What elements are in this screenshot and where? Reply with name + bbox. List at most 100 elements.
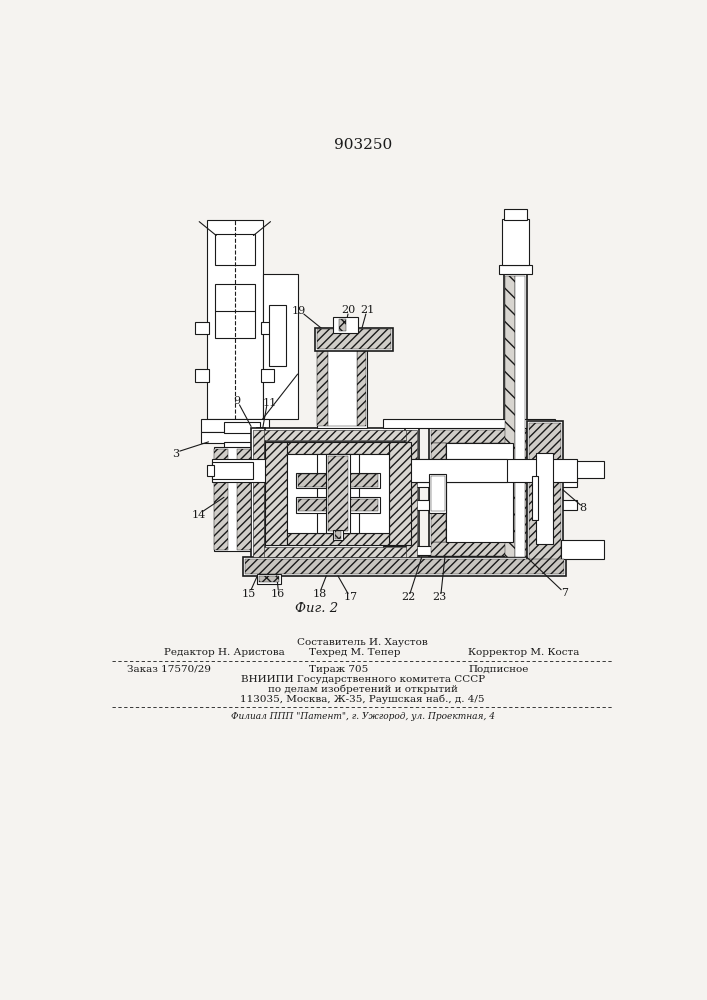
Bar	[265, 442, 287, 545]
Text: Тираж 705: Тираж 705	[309, 665, 368, 674]
Bar	[257, 574, 281, 584]
Bar	[513, 443, 527, 542]
Text: 7: 7	[561, 588, 568, 598]
Bar	[429, 474, 446, 513]
Text: Фиг. 2: Фиг. 2	[296, 602, 339, 615]
Bar	[532, 476, 538, 520]
Bar	[406, 430, 417, 557]
Text: 3: 3	[173, 449, 180, 459]
Bar	[431, 430, 527, 443]
Bar	[429, 428, 529, 557]
Bar	[502, 219, 529, 265]
Bar	[431, 476, 445, 511]
Bar	[263, 274, 298, 419]
Text: 11: 11	[262, 398, 277, 408]
Bar	[506, 276, 515, 557]
Text: 903250: 903250	[334, 138, 392, 152]
Text: Редактор Н. Аристова: Редактор Н. Аристова	[163, 648, 284, 657]
Text: 22: 22	[402, 592, 416, 602]
Bar	[287, 454, 389, 533]
Bar	[317, 336, 368, 428]
Bar	[317, 337, 328, 426]
Bar	[446, 443, 513, 542]
Bar	[261, 322, 274, 334]
Bar	[265, 442, 404, 545]
Bar	[259, 547, 411, 557]
Text: Составитель И. Хаустов: Составитель И. Хаустов	[298, 638, 428, 647]
Bar	[259, 430, 411, 440]
Bar	[287, 533, 389, 545]
Bar	[214, 449, 228, 550]
Bar	[431, 542, 527, 556]
Bar	[267, 432, 281, 451]
Bar	[268, 433, 279, 447]
Bar	[339, 319, 346, 331]
Bar	[212, 462, 252, 479]
Bar	[333, 317, 358, 333]
Bar	[251, 428, 265, 559]
Bar	[237, 449, 251, 550]
Bar	[411, 459, 577, 482]
Bar	[315, 328, 393, 351]
Bar	[317, 454, 359, 533]
Bar	[201, 419, 269, 432]
Bar	[207, 465, 214, 476]
Bar	[504, 274, 527, 559]
Bar	[214, 447, 252, 551]
Bar	[269, 305, 286, 366]
Bar	[389, 442, 411, 545]
Bar	[328, 337, 357, 426]
Bar	[207, 220, 263, 419]
Bar	[333, 530, 343, 540]
Bar	[529, 423, 561, 562]
Text: Подписное: Подписное	[468, 665, 529, 674]
Bar	[328, 456, 348, 531]
Bar	[404, 428, 419, 559]
Bar	[224, 422, 260, 433]
Bar	[383, 546, 555, 555]
Bar	[357, 337, 366, 426]
Text: 21: 21	[361, 305, 375, 315]
Text: Филиал ППП "Патент", г. Ужгород, ул. Проектная, 4: Филиал ППП "Патент", г. Ужгород, ул. Про…	[230, 712, 495, 721]
Text: Техред М. Тепер: Техред М. Тепер	[309, 648, 401, 657]
Bar	[561, 461, 604, 478]
Bar	[504, 209, 527, 220]
Bar	[515, 276, 525, 557]
Bar	[499, 265, 532, 274]
Text: 8: 8	[579, 503, 586, 513]
Text: Корректор М. Коста: Корректор М. Коста	[468, 648, 580, 657]
Bar	[212, 459, 507, 482]
Bar	[296, 473, 380, 488]
Bar	[257, 428, 412, 442]
Bar	[201, 432, 298, 443]
Bar	[327, 454, 349, 533]
Bar	[195, 322, 209, 334]
Bar	[252, 430, 264, 557]
Text: 23: 23	[432, 592, 447, 602]
Text: 20: 20	[341, 305, 355, 315]
Text: по делам изобретений и открытий: по делам изобретений и открытий	[268, 684, 457, 694]
Text: 17: 17	[344, 592, 357, 602]
Bar	[261, 369, 274, 382]
Bar	[335, 531, 341, 539]
Text: 9: 9	[233, 396, 240, 406]
Text: 14: 14	[192, 510, 206, 520]
Text: Заказ 17570/29: Заказ 17570/29	[127, 665, 211, 674]
Bar	[537, 453, 554, 544]
Bar	[224, 442, 260, 453]
Bar	[215, 234, 255, 265]
Bar	[259, 576, 279, 582]
Bar	[410, 500, 577, 510]
Bar	[287, 442, 389, 454]
Bar	[410, 477, 577, 487]
Bar	[243, 557, 566, 576]
Text: 113035, Москва, Ж-35, Раушская наб., д. 4/5: 113035, Москва, Ж-35, Раушская наб., д. …	[240, 694, 485, 704]
Bar	[561, 540, 604, 559]
Bar	[215, 284, 255, 338]
Bar	[245, 559, 564, 574]
Bar	[298, 499, 378, 511]
Text: 18: 18	[312, 589, 327, 599]
Text: 15: 15	[242, 589, 256, 599]
Bar	[257, 545, 412, 559]
Bar	[195, 369, 209, 382]
